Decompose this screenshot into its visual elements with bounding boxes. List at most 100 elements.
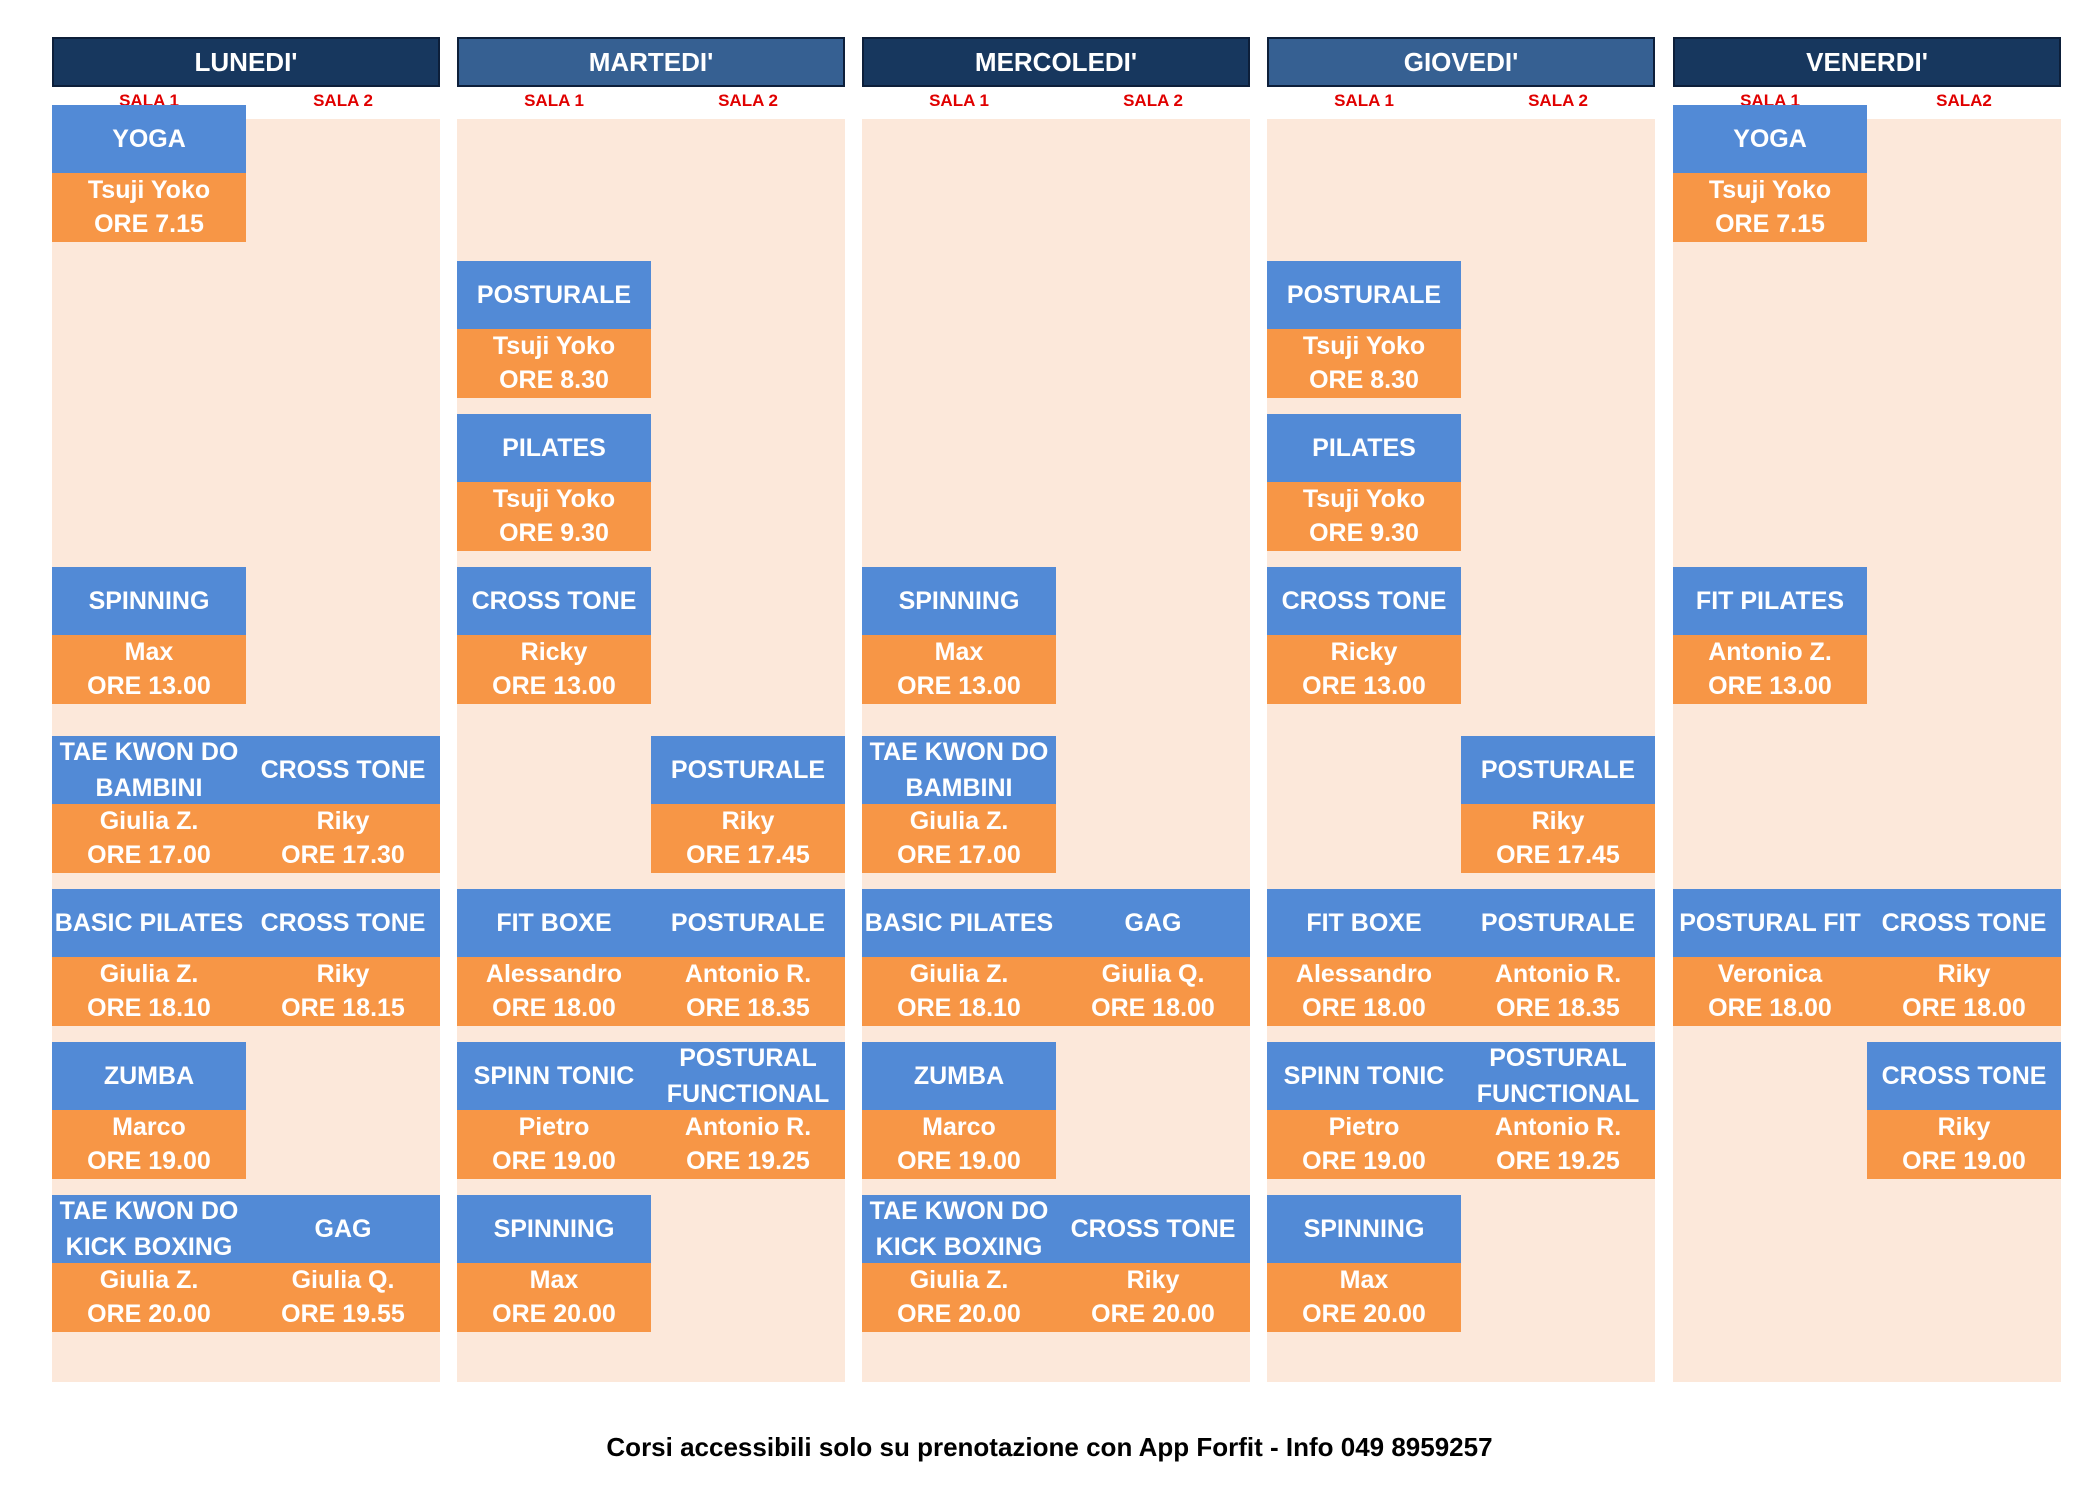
course-title: CROSS TONE: [457, 567, 651, 635]
course-time: ORE 17.45: [1496, 841, 1620, 869]
course-time: ORE 18.35: [1496, 994, 1620, 1022]
course-time: ORE 13.00: [1302, 672, 1426, 700]
course-title: FIT PILATES: [1673, 567, 1867, 635]
course-time: ORE 18.10: [87, 994, 211, 1022]
course-info: Tsuji Yoko ORE 8.30: [1267, 329, 1461, 398]
course-card: PILATES Tsuji Yoko ORE 9.30: [1267, 414, 1461, 551]
course-time: ORE 8.30: [1309, 366, 1419, 394]
course-card: POSTURALE Antonio R. ORE 18.35: [1461, 889, 1655, 1026]
course-title: TAE KWON DO KICK BOXING: [52, 1195, 246, 1263]
course-title: POSTURALE: [457, 261, 651, 329]
course-card: ZUMBA Marco ORE 19.00: [52, 1042, 246, 1179]
course-card: CROSS TONE Riky ORE 18.00: [1867, 889, 2061, 1026]
course-card: ZUMBA Marco ORE 19.00: [862, 1042, 1056, 1179]
course-title: POSTURAL FUNCTIONAL: [651, 1042, 845, 1110]
course-time: ORE 20.00: [492, 1300, 616, 1328]
course-card: GAG Giulia Q. ORE 19.55: [246, 1195, 440, 1332]
course-card: SPINNING Max ORE 20.00: [457, 1195, 651, 1332]
course-time: ORE 18.10: [897, 994, 1021, 1022]
course-info: Tsuji Yoko ORE 8.30: [457, 329, 651, 398]
course-instructor: Riky: [1937, 1113, 1991, 1141]
course-card: SPINN TONIC Pietro ORE 19.00: [457, 1042, 651, 1179]
course-instructor: Riky: [1531, 807, 1585, 835]
course-title: POSTURAL FIT: [1673, 889, 1867, 957]
room-label: SALA 1: [1334, 91, 1394, 110]
course-info: Giulia Z. ORE 20.00: [862, 1263, 1056, 1332]
room-label: SALA2: [1936, 91, 1992, 110]
course-instructor: Giulia Q.: [291, 1266, 395, 1294]
course-title: GAG: [1056, 889, 1250, 957]
course-time: ORE 17.00: [87, 841, 211, 869]
course-info: Marco ORE 19.00: [52, 1110, 246, 1179]
course-instructor: Antonio R.: [1494, 1113, 1622, 1141]
course-instructor: Tsuji Yoko: [1302, 485, 1426, 513]
course-card: TAE KWON DO KICK BOXING Giulia Z. ORE 20.0…: [862, 1195, 1056, 1332]
course-instructor: Giulia Z.: [909, 1266, 1009, 1294]
course-title: POSTURALE: [651, 889, 845, 957]
course-card: POSTURALE Riky ORE 17.45: [651, 736, 845, 873]
course-time: ORE 18.35: [686, 994, 810, 1022]
course-instructor: Giulia Z.: [99, 1266, 199, 1294]
course-instructor: Max: [934, 638, 984, 666]
course-info: Antonio R. ORE 18.35: [1461, 957, 1655, 1026]
day-column: LUNEDI' SALA 1 SALA 2 YOGA Tsuji Yoko ORE 7.1…: [52, 37, 440, 1382]
course-title: CROSS TONE: [1867, 889, 2061, 957]
course-time: ORE 19.00: [492, 1147, 616, 1175]
course-title: ZUMBA: [52, 1042, 246, 1110]
course-time: ORE 13.00: [897, 672, 1021, 700]
day-column: MARTEDI' SALA 1 SALA 2 POSTURALE Tsuji Yoko O…: [457, 37, 845, 1382]
course-card: POSTURALE Tsuji Yoko ORE 8.30: [1267, 261, 1461, 398]
course-instructor: Ricky: [1330, 638, 1398, 666]
course-instructor: Tsuji Yoko: [492, 332, 616, 360]
course-instructor: Riky: [316, 960, 370, 988]
course-card: CROSS TONE Riky ORE 19.00: [1867, 1042, 2061, 1179]
day-header: GIOVEDI': [1267, 37, 1655, 87]
course-card: CROSS TONE Riky ORE 20.00: [1056, 1195, 1250, 1332]
course-time: ORE 19.55: [281, 1300, 405, 1328]
course-title: BASIC PILATES: [52, 889, 246, 957]
course-instructor: Riky: [721, 807, 775, 835]
course-card: TAE KWON DO KICK BOXING Giulia Z. ORE 20.0…: [52, 1195, 246, 1332]
course-title: POSTURAL FUNCTIONAL: [1461, 1042, 1655, 1110]
course-info: Antonio R. ORE 18.35: [651, 957, 845, 1026]
course-card: BASIC PILATES Giulia Z. ORE 18.10: [862, 889, 1056, 1026]
course-time: ORE 19.00: [1902, 1147, 2026, 1175]
course-title: POSTURALE: [651, 736, 845, 804]
course-instructor: Marco: [922, 1113, 996, 1141]
course-card: POSTURALE Riky ORE 17.45: [1461, 736, 1655, 873]
day-header: MARTEDI': [457, 37, 845, 87]
course-info: Giulia Z. ORE 20.00: [52, 1263, 246, 1332]
course-card: CROSS TONE Riky ORE 17.30: [246, 736, 440, 873]
course-title: SPINNING: [52, 567, 246, 635]
course-card: POSTURAL FUNCTIONAL Antonio R. ORE 19.25: [651, 1042, 845, 1179]
course-title: POSTURALE: [1461, 889, 1655, 957]
course-info: Veronica ORE 18.00: [1673, 957, 1867, 1026]
course-time: ORE 18.00: [492, 994, 616, 1022]
course-title: POSTURALE: [1461, 736, 1655, 804]
course-title: CROSS TONE: [246, 889, 440, 957]
course-title: CROSS TONE: [1056, 1195, 1250, 1263]
course-info: Riky ORE 17.30: [246, 804, 440, 873]
course-instructor: Pietro: [518, 1113, 590, 1141]
course-title: GAG: [246, 1195, 440, 1263]
course-card: CROSS TONE Ricky ORE 13.00: [457, 567, 651, 704]
course-title: CROSS TONE: [1867, 1042, 2061, 1110]
day-header: VENERDI': [1673, 37, 2061, 87]
course-instructor: Tsuji Yoko: [492, 485, 616, 513]
course-info: Marco ORE 19.00: [862, 1110, 1056, 1179]
course-instructor: Tsuji Yoko: [1302, 332, 1426, 360]
course-info: Antonio R. ORE 19.25: [1461, 1110, 1655, 1179]
course-title: POSTURALE: [1267, 261, 1461, 329]
course-card: TAE KWON DO BAMBINI Giulia Z. ORE 17.00: [52, 736, 246, 873]
course-title: BASIC PILATES: [862, 889, 1056, 957]
course-instructor: Alessandro: [485, 960, 623, 988]
course-card: GAG Giulia Q. ORE 18.00: [1056, 889, 1250, 1026]
course-instructor: Pietro: [1328, 1113, 1400, 1141]
course-info: Tsuji Yoko ORE 7.15: [52, 173, 246, 242]
course-time: ORE 13.00: [492, 672, 616, 700]
course-info: Ricky ORE 13.00: [457, 635, 651, 704]
course-instructor: Antonio R.: [684, 960, 812, 988]
course-instructor: Tsuji Yoko: [87, 176, 211, 204]
course-title: PILATES: [457, 414, 651, 482]
course-info: Pietro ORE 19.00: [457, 1110, 651, 1179]
